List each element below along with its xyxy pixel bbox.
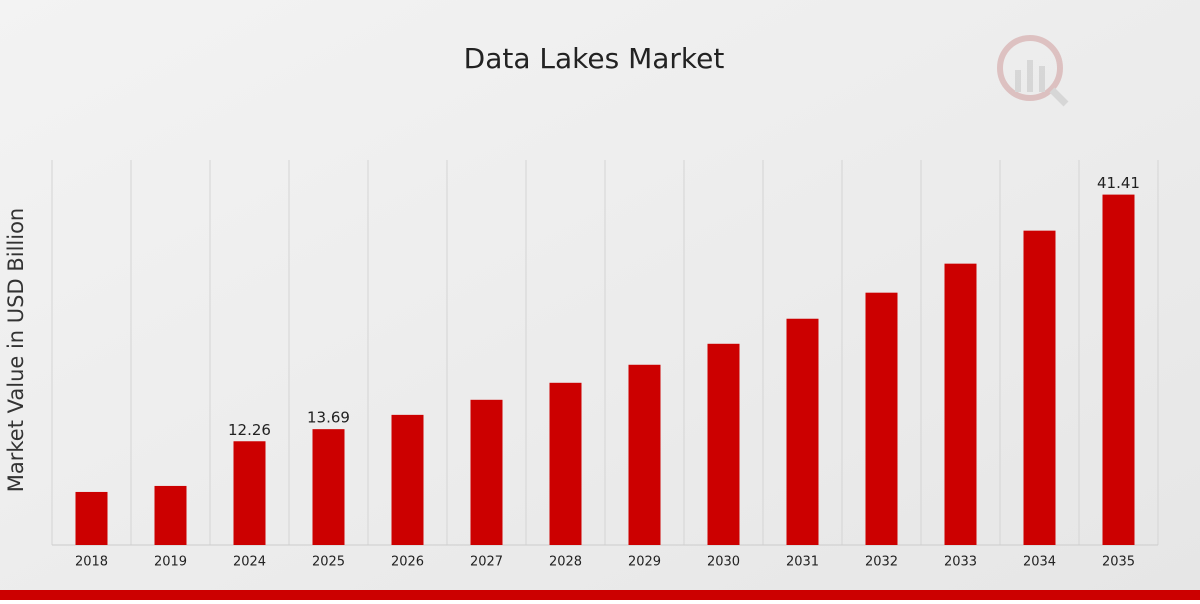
y-axis-label: Market Value in USD Billion [4, 208, 28, 492]
x-tick-label: 2018 [75, 555, 108, 570]
bar [1023, 230, 1056, 545]
bar [786, 318, 819, 545]
x-tick-label: 2019 [154, 555, 187, 570]
x-tick-label: 2034 [1023, 555, 1056, 570]
x-tick-label: 2035 [1102, 555, 1135, 570]
value-label: 12.26 [228, 421, 271, 439]
bar [865, 292, 898, 545]
bar [75, 491, 108, 545]
x-tick-label: 2027 [470, 555, 503, 570]
bar [391, 414, 424, 545]
bar [944, 263, 977, 545]
bar [1102, 194, 1135, 545]
x-tick-label: 2025 [312, 555, 345, 570]
bar [154, 485, 187, 545]
x-tick-label: 2026 [391, 555, 424, 570]
x-tick-label: 2033 [944, 555, 977, 570]
bar [549, 382, 582, 545]
x-tick-label: 2031 [786, 555, 819, 570]
chart-title: Data Lakes Market [464, 42, 725, 75]
bar [707, 343, 740, 545]
value-label: 13.69 [307, 409, 350, 427]
bar [233, 441, 266, 545]
x-tick-label: 2024 [233, 555, 266, 570]
bar [312, 429, 345, 545]
x-tick-label: 2032 [865, 555, 898, 570]
x-tick-label: 2028 [549, 555, 582, 570]
x-tick-label: 2029 [628, 555, 661, 570]
value-label: 41.41 [1097, 174, 1140, 192]
bar [628, 364, 661, 545]
footer-bar [0, 590, 1200, 600]
x-tick-label: 2030 [707, 555, 740, 570]
bar [470, 399, 503, 545]
logo [997, 35, 1069, 107]
